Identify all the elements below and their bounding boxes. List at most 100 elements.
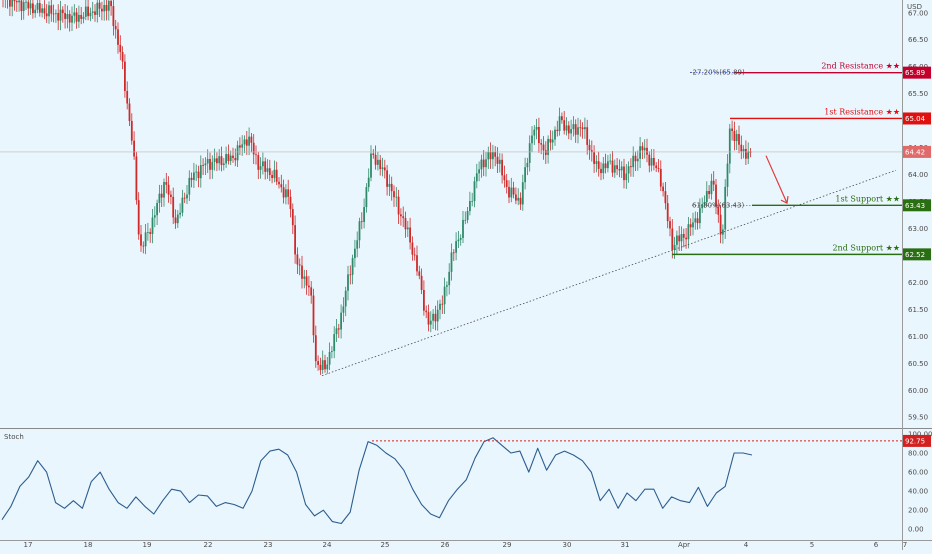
candle-body [613,165,616,173]
stoch-level-label: 92.75 [905,437,925,445]
candle-body [390,183,393,192]
candle-body [705,190,708,203]
candle-body [167,184,170,195]
level-label: 1st Support ★★ [835,194,900,203]
candle-body [616,165,618,170]
time-tick-label: 30 [563,541,572,549]
candle-body [216,158,218,164]
candle-body [425,310,428,313]
stoch-tick-label: 80.00 [908,450,928,458]
candle-body [319,364,322,370]
price-tick-label: 65.50 [908,90,928,98]
candle-body [540,143,543,145]
price-tick-label: 60.50 [908,360,928,368]
candle-body [126,90,129,104]
candle-body [639,146,641,159]
time-tick-label: 4 [744,541,749,549]
candle-body [308,285,310,288]
candle-body [459,237,462,240]
candle-body [487,152,490,160]
candle-body [20,0,23,12]
candle-body [471,201,474,202]
candle-body [262,161,264,167]
candle-body [657,168,660,169]
candle-body [351,258,354,275]
candle-body [174,217,177,224]
candle-body [692,222,694,228]
candle-body [266,168,269,172]
candle-body [236,145,239,161]
candle-body [296,254,299,265]
candle-body [680,233,683,242]
candle-body [441,303,444,305]
candle-body [360,221,363,223]
candle-body [124,61,126,91]
candle-body [57,12,60,21]
candle-body [195,171,198,173]
candle-body [462,220,464,238]
candle-body [213,158,216,163]
candle-body [466,211,469,220]
time-tick-label: 26 [441,541,450,549]
candle-body [565,125,568,131]
trendline [321,169,897,377]
candle-body [682,233,685,238]
candle-body [34,9,37,14]
candle-body [625,173,628,181]
time-tick-label: 18 [84,541,93,549]
candle-body [107,0,110,11]
candle-body [41,8,43,13]
candle-body [586,127,589,145]
candle-body [492,152,494,160]
candle-body [609,160,612,162]
candle-body [358,221,361,241]
candle-body [149,232,152,234]
candle-body [197,171,200,179]
candle-body [78,14,80,22]
candle-body [724,186,727,230]
candle-body [383,167,386,171]
candle-body [121,51,124,62]
candle-body [151,217,154,234]
candle-body [689,224,692,228]
candle-body [489,152,492,160]
candle-body [588,144,591,151]
candle-body [544,150,547,155]
candle-body [542,144,545,151]
time-tick-label: 24 [323,541,332,549]
candle-body [733,130,736,142]
candle-body [321,360,324,370]
candle-body [239,145,241,148]
current-price-tag [903,145,931,158]
candle-body [291,209,294,226]
candle-body [600,168,602,174]
candle-body [494,152,497,157]
stoch-line [1,437,753,525]
candle-body [722,229,724,235]
candle-body [659,168,662,187]
candle-body [446,285,448,287]
candle-body [280,184,283,188]
candle-body [68,14,71,23]
candle-body [73,12,76,16]
candle-body [305,276,308,286]
candle-body [331,351,333,352]
candle-body [87,6,89,17]
stoch-tick-label: 60.00 [908,469,928,477]
candle-body [75,12,78,22]
candle-body [101,8,103,12]
price-tick-label: 61.50 [908,306,928,314]
candle-body [337,328,340,330]
candle-body [142,245,145,247]
candle-body [636,158,639,162]
candle-body [429,320,432,325]
candle-body [547,138,549,155]
time-tick-label: 22 [204,541,213,549]
candle-body [531,135,533,144]
candle-body [602,163,605,174]
candle-body [604,163,607,169]
candle-body [420,275,423,291]
candle-body [340,312,342,330]
candle-body [183,197,186,199]
